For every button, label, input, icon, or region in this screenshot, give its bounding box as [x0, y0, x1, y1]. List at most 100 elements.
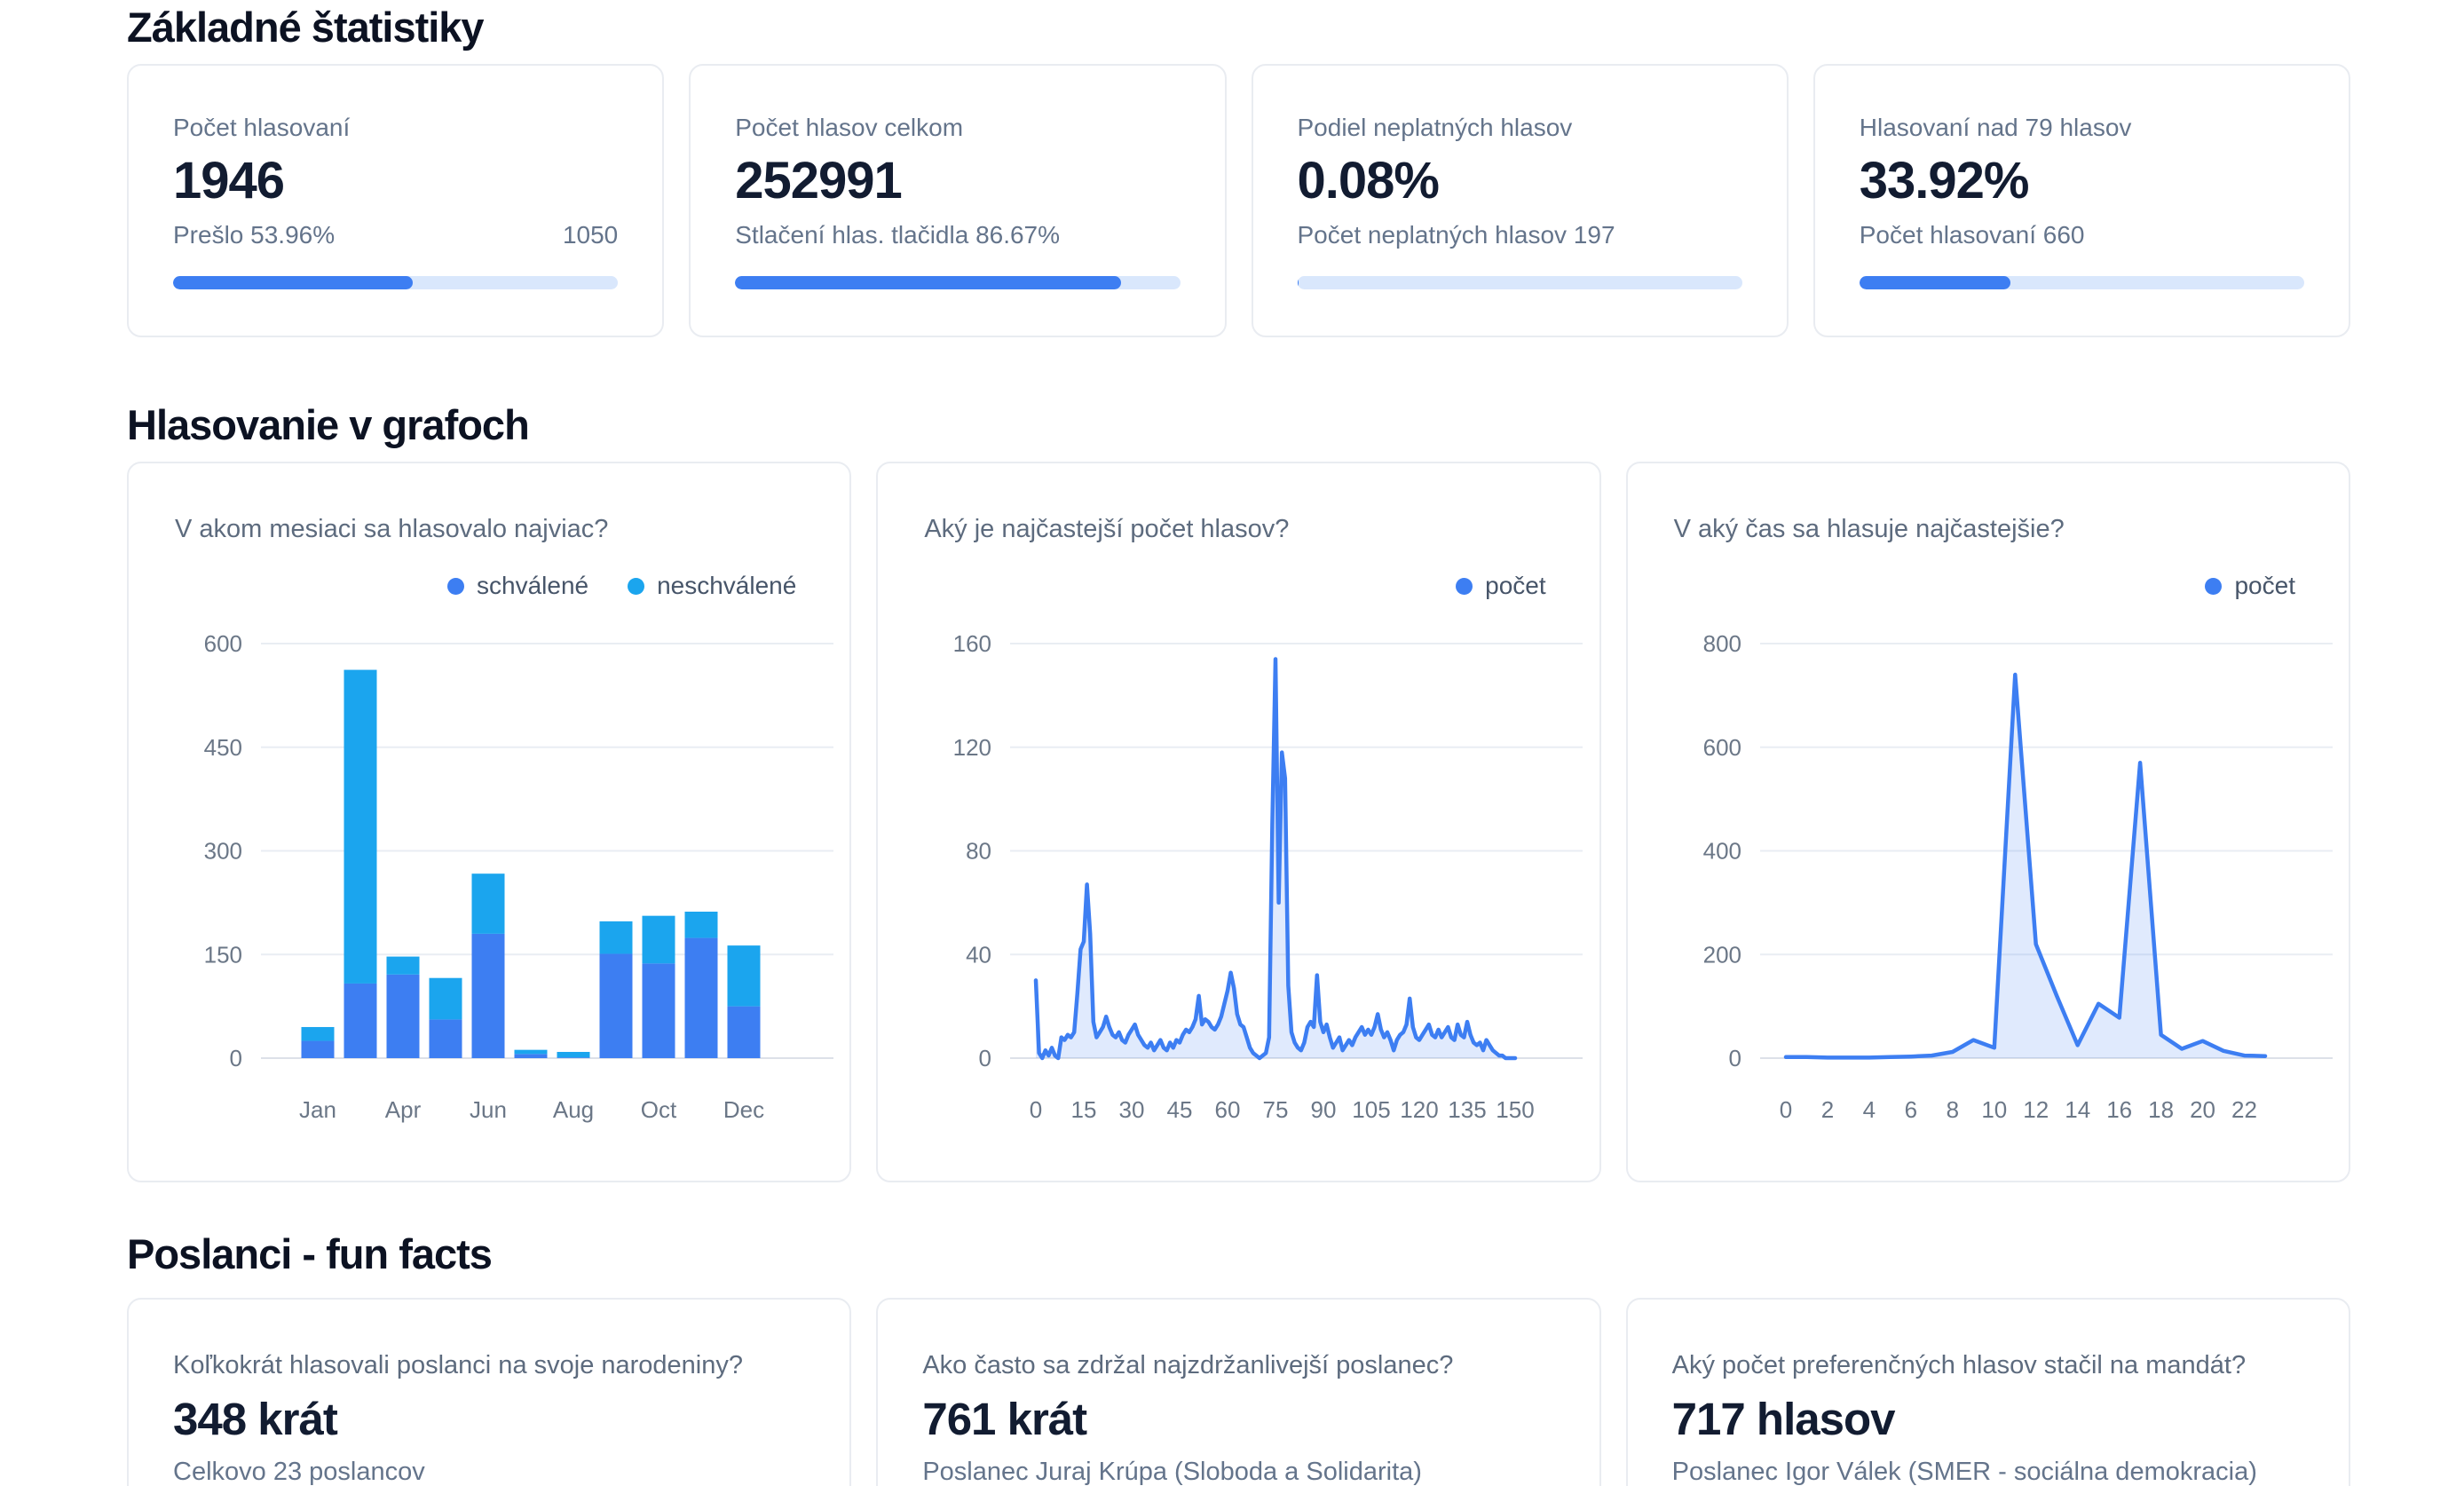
bar-segment — [557, 1051, 590, 1058]
stat-sub-left: Stlačení hlas. tlačidla 86.67% — [735, 221, 1061, 249]
x-axis-tick-label: 15 — [1071, 1096, 1097, 1123]
y-axis-tick-label: 160 — [953, 630, 991, 657]
legend-dot — [628, 577, 645, 595]
stat-value: 252991 — [735, 152, 903, 209]
x-axis-tick-label: 8 — [1946, 1096, 1958, 1123]
y-axis-tick-label: 450 — [204, 734, 242, 761]
y-axis-tick-label: 400 — [1702, 838, 1741, 865]
x-axis-tick-label: Dec — [723, 1096, 764, 1123]
x-axis-tick-label: Oct — [641, 1096, 677, 1123]
chart-title: V aký čas sa hlasuje najčastejšie? — [1673, 515, 2065, 543]
stat-card-pocet-hlasov-celkom: Počet hlasov celkom 252991 Stlačení hlas… — [689, 64, 1227, 337]
progress-bar — [1859, 276, 2304, 289]
chart-card-months: V akom mesiaci sa hlasovalo najviac? sch… — [127, 462, 852, 1182]
line-chart[interactable]: 0 40 80 120 160 0 15 30 45 60 75 90 105 120 135 150 — [924, 624, 1584, 1139]
legend-dot — [1456, 577, 1473, 595]
chart-title: Aký je najčastejší počet hlasov? — [924, 515, 1290, 543]
bar-segment — [344, 669, 377, 984]
fun-sub: Celkovo 23 poslancov — [173, 1458, 425, 1486]
fun-cards-row: Koľkokrát hlasovali poslanci na svoje na… — [127, 1298, 2350, 1486]
y-axis-tick-label: 40 — [966, 941, 991, 968]
chart-legend: počet — [1628, 571, 2295, 601]
progress-bar — [1297, 276, 1742, 289]
y-axis-tick-label: 0 — [979, 1045, 991, 1071]
fun-value: 761 krát — [922, 1394, 1087, 1444]
y-axis-tick-label: 80 — [966, 838, 991, 865]
bar-segment — [642, 963, 675, 1058]
legend-label: počet — [2234, 572, 2295, 599]
legend-item[interactable]: neschválené — [628, 572, 796, 600]
chart-legend: počet — [878, 571, 1546, 601]
x-axis-tick-label: Apr — [385, 1096, 422, 1123]
legend-item[interactable]: schválené — [447, 572, 588, 600]
y-axis-tick-label: 150 — [204, 941, 242, 968]
fun-card-abstained: Ako často sa zdržal najzdržanlivejší pos… — [876, 1298, 1601, 1486]
section-title-fun-facts: Poslanci - fun facts — [127, 1230, 493, 1277]
progress-fill — [1859, 276, 2010, 289]
stat-label: Podiel neplatných hlasov — [1297, 114, 1573, 141]
x-axis-tick-label: 60 — [1215, 1096, 1241, 1123]
fun-question: Aký počet preferenčných hlasov stačil na… — [1671, 1351, 2247, 1379]
stat-sub-left: Počet neplatných hlasov 197 — [1297, 221, 1615, 249]
x-axis-tick-label: 4 — [1862, 1096, 1875, 1123]
stat-value: 33.92% — [1859, 152, 2030, 209]
progress-fill — [173, 276, 414, 289]
stat-value: 0.08% — [1297, 152, 1440, 209]
bar-segment — [642, 915, 675, 964]
stat-sub-right: 1050 — [562, 221, 619, 249]
stat-card-pocet-hlasovani: Počet hlasovaní 1946 Prešlo 53.96% 1050 — [127, 64, 665, 337]
bar-segment — [429, 977, 462, 1020]
section-title-charts: Hlasovanie v grafoch — [127, 401, 530, 448]
legend-item[interactable]: počet — [1456, 572, 1546, 600]
stat-label: Počet hlasov celkom — [735, 114, 964, 141]
chart-card-time-of-day: V aký čas sa hlasuje najčastejšie? počet… — [1625, 462, 2350, 1182]
x-axis-tick-label: 0 — [1030, 1096, 1042, 1123]
fun-sub: Poslanec Igor Válek (SMER - sociálna dem… — [1671, 1458, 2257, 1486]
x-axis-tick-label: 22 — [2231, 1096, 2257, 1123]
legend-dot — [2205, 577, 2223, 595]
x-axis-tick-label: 90 — [1311, 1096, 1337, 1123]
legend-item[interactable]: počet — [2205, 572, 2295, 600]
fun-question: Koľkokrát hlasovali poslanci na svoje na… — [173, 1351, 744, 1379]
line-path — [1034, 657, 1518, 1061]
progress-bar — [173, 276, 619, 289]
stat-card-neplatne-hlasy: Podiel neplatných hlasov 0.08% Počet nep… — [1251, 64, 1789, 337]
dashboard-page: Základné štatistiky Počet hlasovaní 1946… — [127, 2, 2350, 1486]
x-axis-tick-label: 14 — [2065, 1096, 2090, 1123]
bar-segment — [429, 1019, 462, 1058]
stat-subrow: Počet neplatných hlasov 197 — [1298, 221, 1742, 249]
x-axis-tick-label: 45 — [1167, 1096, 1193, 1123]
chart-cards-row: V akom mesiaci sa hlasovalo najviac? sch… — [127, 462, 2350, 1182]
x-axis-tick-label: 10 — [1981, 1096, 2007, 1123]
fun-sub: Poslanec Juraj Krúpa (Sloboda a Solidari… — [922, 1458, 1422, 1486]
line-path — [1783, 672, 2267, 1060]
bar-segment — [344, 983, 377, 1058]
y-axis-tick-label: 800 — [1702, 630, 1741, 657]
x-axis-tick-label: 75 — [1263, 1096, 1289, 1123]
bar-segment — [386, 974, 420, 1058]
area-fill — [1785, 675, 2265, 1058]
x-axis-tick-label: 30 — [1119, 1096, 1145, 1123]
x-axis-tick-label: Jan — [299, 1096, 336, 1123]
stat-value: 1946 — [173, 152, 285, 209]
stat-sub-left: Prešlo 53.96% — [173, 221, 336, 249]
x-axis-tick-label: 105 — [1353, 1096, 1391, 1123]
bar-segment — [301, 1026, 335, 1041]
chart-title: V akom mesiaci sa hlasovalo najviac? — [175, 515, 609, 543]
x-axis-tick-label: 6 — [1904, 1096, 1916, 1123]
stat-subrow: Stlačení hlas. tlačidla 86.67% — [735, 221, 1180, 249]
legend-label: schválené — [477, 572, 589, 599]
bar-segment — [557, 1057, 590, 1058]
stat-label: Počet hlasovaní — [173, 114, 351, 141]
stat-card-hlasovania-nad-79: Hlasovaní nad 79 hlasov 33.92% Počet hla… — [1812, 64, 2350, 337]
section-title-basic-stats: Základné štatistiky — [127, 4, 485, 51]
bar-segment — [727, 1006, 761, 1058]
bar-segment — [514, 1054, 548, 1058]
x-axis-tick-label: 0 — [1779, 1096, 1791, 1123]
y-axis-tick-label: 600 — [204, 630, 242, 657]
bar-segment — [599, 921, 633, 954]
stacked-bar-chart[interactable]: 0 150 300 450 600 Jan Apr Jun Aug Oct Dec — [175, 624, 835, 1139]
x-axis-tick-label: 135 — [1449, 1096, 1487, 1123]
area-chart[interactable]: 0 200 400 600 800 0 2 4 6 8 10 12 14 16 18 20 22 — [1674, 624, 2334, 1139]
x-axis-tick-label: 20 — [2190, 1096, 2215, 1123]
